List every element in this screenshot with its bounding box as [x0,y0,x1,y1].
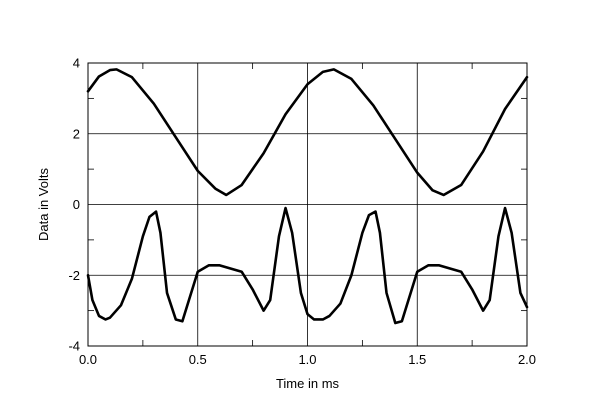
y-tick-label: -4 [68,339,80,354]
x-tick-label: 2.0 [518,352,536,367]
x-tick-label: 1.0 [298,352,316,367]
plot-frame [87,62,528,347]
minor-ticks [88,63,527,346]
y-tick-label: 0 [73,197,80,212]
x-tick-labels: 0.0 0.5 1.0 1.5 2.0 [79,352,536,367]
x-axis-label: Time in ms [276,376,340,391]
grid [88,63,527,346]
series-line-1 [86,68,529,197]
y-tick-labels: -4 -2 0 2 4 [68,56,80,354]
y-axis-label: Data in Volts [36,168,51,241]
x-tick-label: 0.0 [79,352,97,367]
y-tick-label: 2 [73,126,80,141]
x-tick-label: 1.5 [408,352,426,367]
y-tick-label: 4 [73,56,80,71]
series-line-2 [86,206,529,325]
y-tick-label: -2 [68,268,80,283]
series-layer [86,68,529,325]
x-tick-label: 0.5 [189,352,207,367]
